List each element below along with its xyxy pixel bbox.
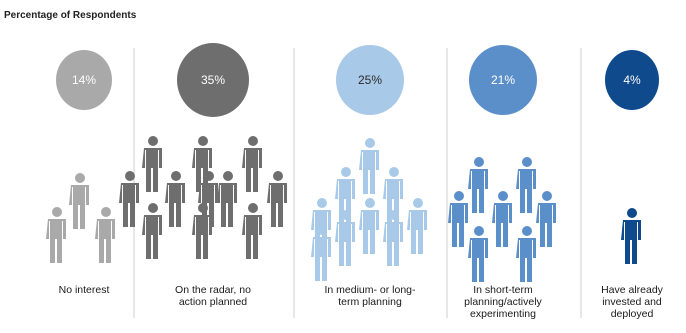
- person-head: [522, 226, 532, 236]
- category-label: Have already: [601, 284, 664, 296]
- person-body: [142, 148, 162, 192]
- person-head: [542, 191, 552, 201]
- person-head: [413, 198, 423, 208]
- value-circle: [336, 45, 404, 115]
- person-head: [341, 210, 351, 220]
- person-head: [389, 210, 399, 220]
- person-body: [192, 148, 212, 192]
- person-head: [498, 191, 508, 201]
- person-head: [474, 226, 484, 236]
- person-body: [359, 150, 379, 194]
- person-head: [341, 167, 351, 177]
- person-body: [165, 183, 185, 227]
- person-body: [242, 148, 262, 192]
- value-label: 25%: [358, 73, 382, 87]
- person-body: [448, 203, 468, 247]
- person-head: [273, 171, 283, 181]
- person-head: [248, 136, 258, 146]
- person-body: [119, 183, 139, 227]
- person-head: [454, 191, 464, 201]
- category-label: In short-term: [473, 284, 533, 296]
- category-label: deployed: [611, 308, 654, 320]
- value-circle: [177, 43, 249, 117]
- person-head: [223, 171, 233, 181]
- person-head: [248, 203, 258, 213]
- person-body: [198, 183, 218, 227]
- person-body: [516, 169, 536, 213]
- category-group: 25% In medium- or long-term planning: [311, 45, 427, 308]
- person-head: [101, 207, 111, 217]
- person-body: [46, 219, 66, 263]
- category-label: On the radar, no: [175, 284, 251, 296]
- person-body: [516, 238, 536, 282]
- person-body: [621, 220, 641, 264]
- person-body: [359, 210, 379, 254]
- person-body: [536, 203, 556, 247]
- person-head: [125, 171, 135, 181]
- person-head: [204, 171, 214, 181]
- value-label: 35%: [201, 73, 225, 87]
- person-body: [267, 183, 287, 227]
- value-label: 14%: [72, 73, 96, 87]
- category-group: 14% No interest: [46, 50, 115, 296]
- person-body: [217, 183, 237, 227]
- person-body: [335, 222, 355, 266]
- person-body: [468, 169, 488, 213]
- person-head: [522, 157, 532, 167]
- person-head: [198, 136, 208, 146]
- person-body: [95, 219, 115, 263]
- person-head: [148, 136, 158, 146]
- person-head: [474, 157, 484, 167]
- person-head: [365, 198, 375, 208]
- person-head: [75, 173, 85, 183]
- value-circle: [469, 45, 537, 115]
- category-label: experimenting: [470, 308, 536, 320]
- person-head: [317, 198, 327, 208]
- person-body: [407, 210, 427, 254]
- value-circle: [56, 50, 112, 110]
- category-group: 21% In short-termplanning/activelyexperim…: [448, 45, 556, 320]
- category-label: In medium- or long-: [324, 284, 416, 296]
- person-body: [311, 237, 331, 281]
- category-label: action planned: [179, 296, 247, 308]
- person-head: [389, 167, 399, 177]
- value-circle: [605, 50, 659, 110]
- person-body: [142, 215, 162, 259]
- category-label: planning/actively: [464, 296, 542, 308]
- person-head: [365, 138, 375, 148]
- person-head: [171, 171, 181, 181]
- category-label: invested and: [602, 296, 662, 308]
- category-label: term planning: [338, 296, 402, 308]
- person-body: [468, 238, 488, 282]
- person-head: [627, 208, 637, 218]
- person-body: [492, 203, 512, 247]
- person-body: [69, 185, 89, 229]
- person-head: [52, 207, 62, 217]
- category-label: No interest: [59, 284, 110, 296]
- person-body: [242, 215, 262, 259]
- person-body: [383, 222, 403, 266]
- value-label: 4%: [623, 73, 641, 87]
- value-label: 21%: [491, 73, 515, 87]
- person-head: [148, 203, 158, 213]
- person-head: [317, 225, 327, 235]
- chart-title: Percentage of Respondents: [4, 10, 137, 21]
